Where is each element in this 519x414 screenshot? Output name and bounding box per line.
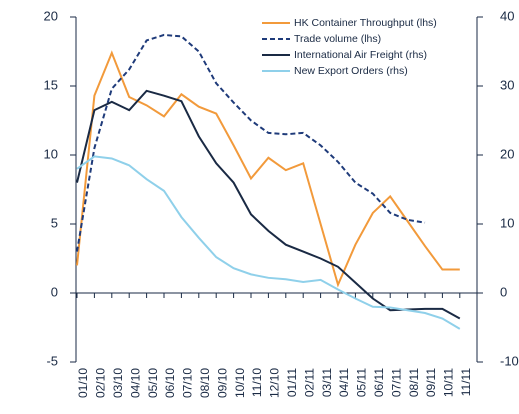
x-tick-label: 11/11 — [459, 368, 473, 397]
series-line — [76, 155, 461, 330]
x-tick-label: 07/10 — [181, 368, 195, 398]
x-tick-label: 03/11 — [320, 368, 334, 397]
x-tick-label: 09/10 — [215, 368, 229, 398]
x-tick-label: 11/10 — [250, 368, 264, 397]
x-tick-label: 06/10 — [163, 368, 177, 398]
y-tick-label: 0 — [51, 284, 58, 299]
x-tick-label: 04/10 — [128, 368, 142, 398]
y2-tick-label: 0 — [500, 284, 507, 299]
x-tick-label: 07/11 — [389, 368, 403, 397]
y2-tick-label: -10 — [500, 353, 519, 368]
x-tick-label: 02/11 — [302, 368, 316, 397]
legend-label: Trade volume (lhs) — [294, 33, 381, 45]
x-tick-label: 03/10 — [111, 368, 125, 398]
x-tick-label: 01/11 — [285, 368, 299, 397]
x-tick-label: 12/10 — [268, 368, 282, 398]
y2-tick-label: 40 — [500, 8, 514, 23]
x-tick-label: 08/10 — [198, 368, 212, 398]
series-line — [76, 89, 461, 320]
series-line — [76, 50, 460, 288]
y-tick-label: 20 — [44, 8, 58, 23]
x-tick-label: 05/10 — [146, 368, 160, 398]
x-tick-label: 06/11 — [372, 368, 386, 397]
x-tick-label: 10/10 — [233, 368, 247, 398]
y2-tick-label: 20 — [500, 146, 514, 161]
x-tick-label: 09/11 — [424, 368, 438, 397]
y-tick-label: 10 — [44, 146, 58, 161]
x-tick-label: 02/10 — [94, 368, 108, 398]
y2-tick-label: 10 — [500, 215, 514, 230]
x-tick-label: 05/11 — [355, 368, 369, 397]
legend-label: HK Container Throughput (lhs) — [294, 17, 437, 29]
x-tick-label: 01/10 — [76, 368, 90, 398]
y-tick-label: 5 — [51, 215, 58, 230]
legend-label: International Air Freight (rhs) — [294, 49, 427, 61]
y-tick-label: 15 — [44, 77, 58, 92]
x-tick-label: 08/11 — [407, 368, 421, 397]
series-line — [76, 33, 426, 252]
y-tick-label: -5 — [46, 353, 58, 368]
x-tick-label: 04/11 — [337, 368, 351, 397]
legend-label: New Export Orders (rhs) — [294, 65, 408, 77]
y2-tick-label: 30 — [500, 77, 514, 92]
x-tick-label: 10/11 — [442, 368, 456, 397]
